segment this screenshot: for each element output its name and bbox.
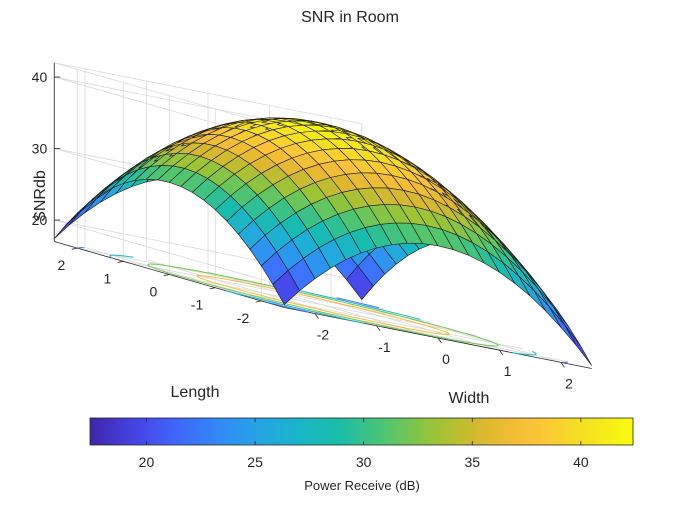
contour-line: [147, 263, 499, 347]
x-tick-label: 1: [504, 363, 512, 379]
colorbar-tick-label: 30: [356, 454, 372, 470]
colorbar-tick-label: 35: [464, 454, 480, 470]
surface-patch: [533, 290, 562, 328]
x-axis-label: Width: [449, 390, 490, 407]
z-tick-label: 40: [32, 69, 48, 85]
floor-contours: [77, 247, 569, 363]
z-tick-label: 20: [32, 212, 48, 228]
x-tick-label: 0: [442, 351, 450, 367]
colorbar: [89, 417, 634, 446]
z-axis-label: SNRdb: [32, 170, 49, 222]
y-tick-label: 1: [103, 270, 111, 286]
surface-patch: [69, 198, 97, 225]
axis-ticks: -2 -1 0 1 2 -2 -1 0 1 2 20 30 40: [32, 69, 573, 391]
y-tick-label: 0: [149, 284, 157, 300]
contour-line: [196, 275, 450, 335]
surface-mesh: [53, 117, 593, 366]
x-tick-label: 2: [565, 375, 573, 391]
contour-line: [77, 247, 569, 363]
surface-patch: [84, 188, 113, 213]
x-tick-label: -2: [317, 327, 330, 343]
colorbar-tick-label: 20: [139, 454, 155, 470]
contour-line: [109, 254, 537, 356]
surface-patch: [564, 324, 593, 366]
y-tick-label: -2: [237, 310, 250, 326]
surface-patch: [553, 306, 581, 346]
y-tick-label: 2: [57, 257, 65, 273]
chart-title: SNR in Room: [301, 9, 399, 26]
y-tick-label: -1: [191, 297, 204, 313]
surface-patch: [549, 306, 577, 346]
z-tick-label: 30: [32, 141, 48, 157]
y-axis-label: Length: [171, 384, 220, 401]
colorbar-label: Power Receive (dB): [304, 478, 420, 493]
x-tick-label: -1: [378, 339, 391, 355]
colorbar-tick-label: 25: [247, 454, 263, 470]
colorbar-tick-label: 40: [573, 454, 589, 470]
colorbar-ticks: 20 25 30 35 40: [139, 418, 589, 470]
